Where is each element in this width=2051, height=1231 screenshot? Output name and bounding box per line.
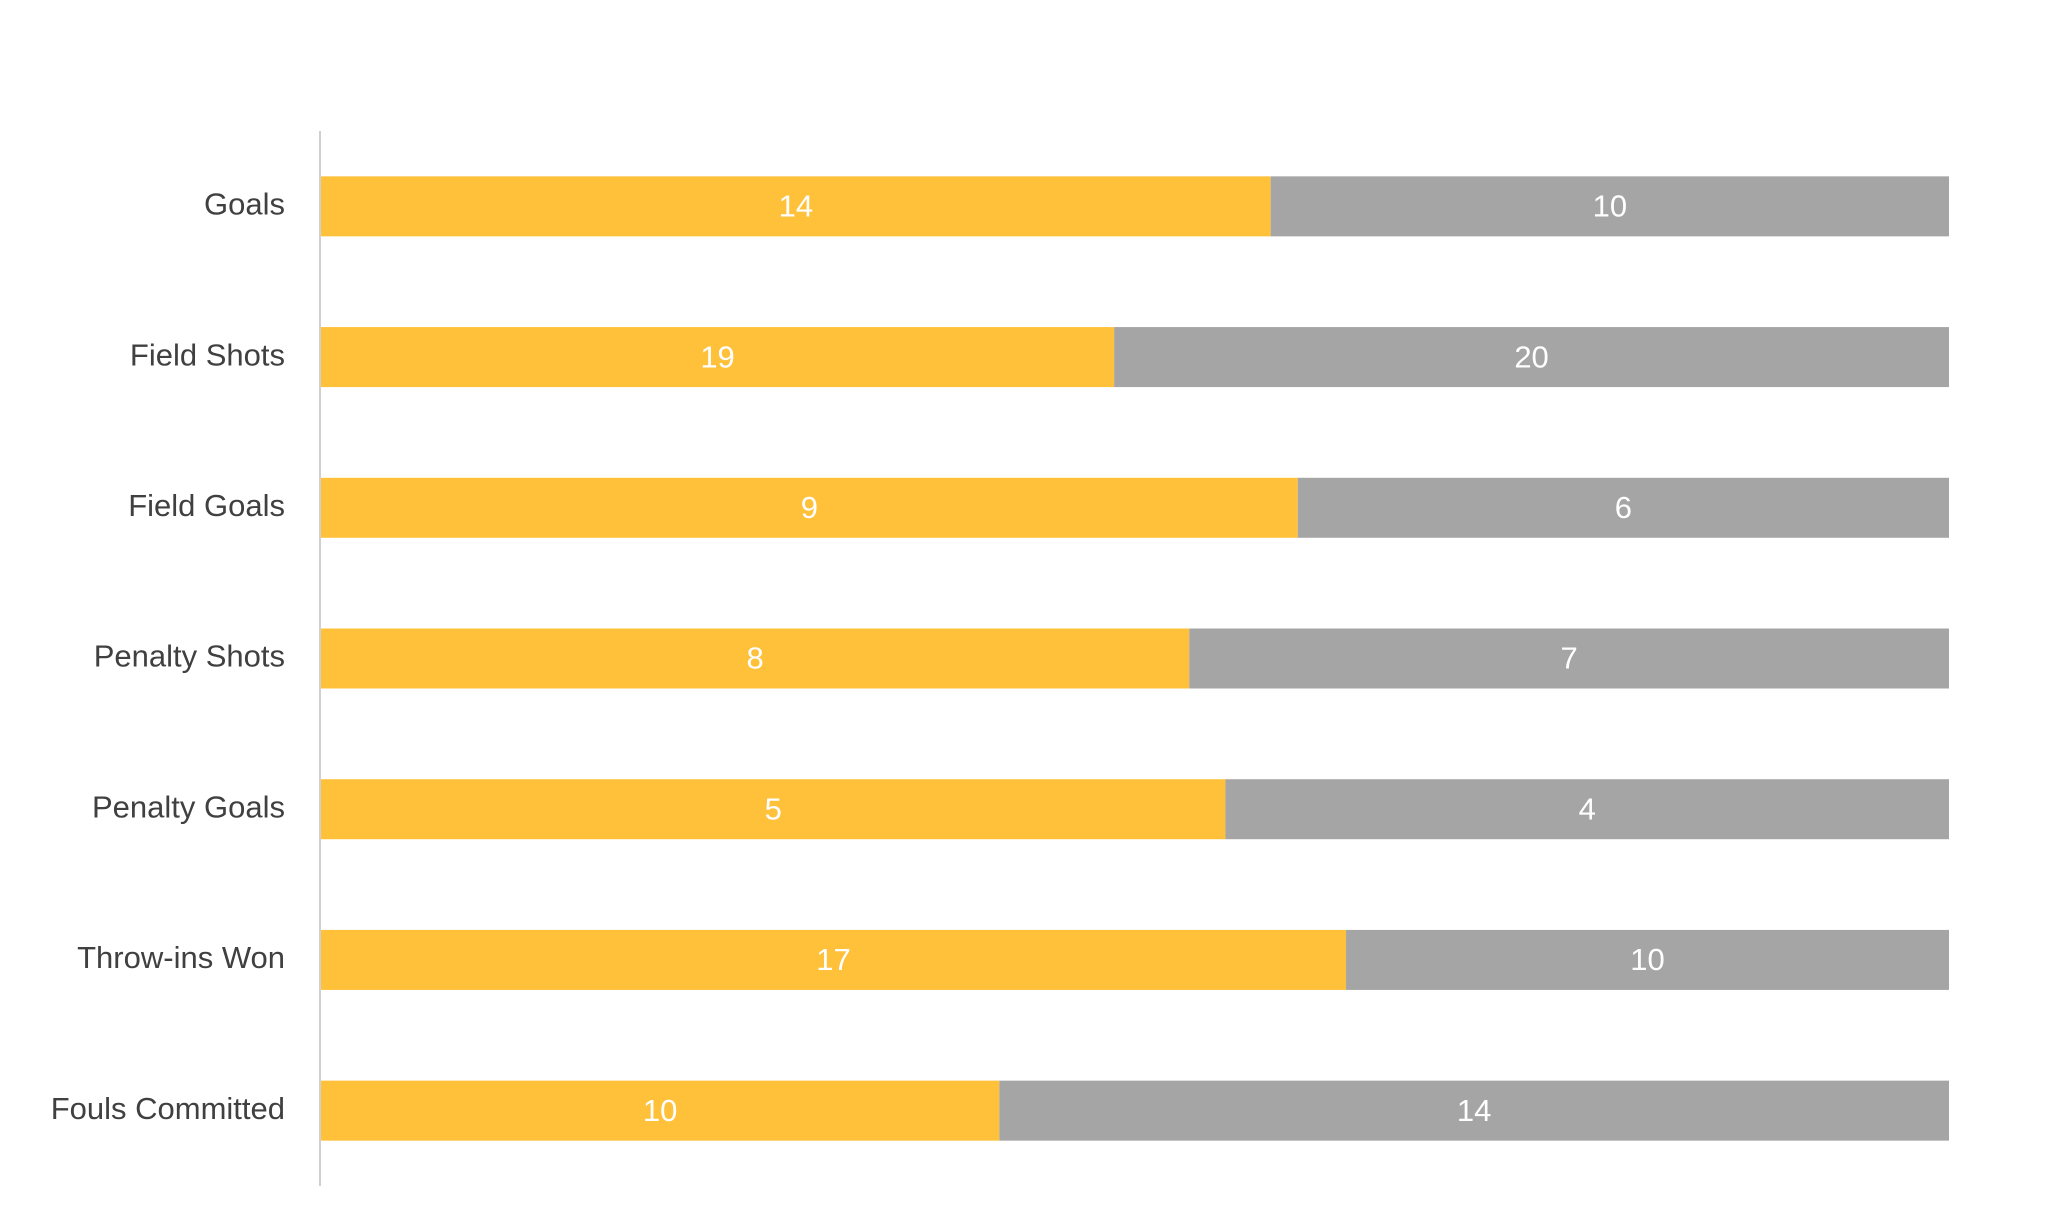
data-label: 20 [1514, 339, 1548, 374]
y-tick-label: Field Shots [130, 337, 285, 372]
y-tick-label: Goals [204, 187, 285, 222]
bar-segment [321, 929, 1347, 990]
data-label: 5 [765, 791, 782, 826]
data-label: 9 [801, 490, 818, 525]
bar-segment [1297, 477, 1949, 538]
bar-segment [321, 176, 1271, 237]
data-label: 8 [747, 641, 764, 676]
bar-segment [1114, 327, 1949, 388]
bar-segment [1225, 779, 1949, 840]
bar-segment [1346, 929, 1949, 990]
data-label: 17 [816, 942, 850, 977]
bar-segment [321, 1080, 1000, 1141]
bar-segment [1270, 176, 1949, 237]
y-tick-label: Field Goals [128, 488, 285, 523]
data-label: 7 [1561, 641, 1578, 676]
data-label: 4 [1579, 791, 1596, 826]
data-label: 19 [700, 339, 734, 374]
data-label: 10 [643, 1093, 677, 1128]
data-label: 14 [1457, 1093, 1491, 1128]
bar-segment [1189, 628, 1949, 689]
bar-segment [321, 327, 1115, 388]
y-tick-label: Penalty Goals [92, 789, 285, 824]
data-label: 14 [779, 189, 813, 224]
data-label: 10 [1630, 942, 1664, 977]
y-tick-label: Throw-ins Won [77, 940, 285, 975]
bar-segment [321, 628, 1190, 689]
data-label: 10 [1593, 189, 1627, 224]
bar-segment [999, 1080, 1949, 1141]
bar-segment [321, 779, 1226, 840]
y-tick-label: Penalty Shots [94, 639, 285, 674]
bar-segment [321, 477, 1298, 538]
data-label: 6 [1615, 490, 1632, 525]
y-tick-label: Fouls Committed [51, 1091, 285, 1126]
